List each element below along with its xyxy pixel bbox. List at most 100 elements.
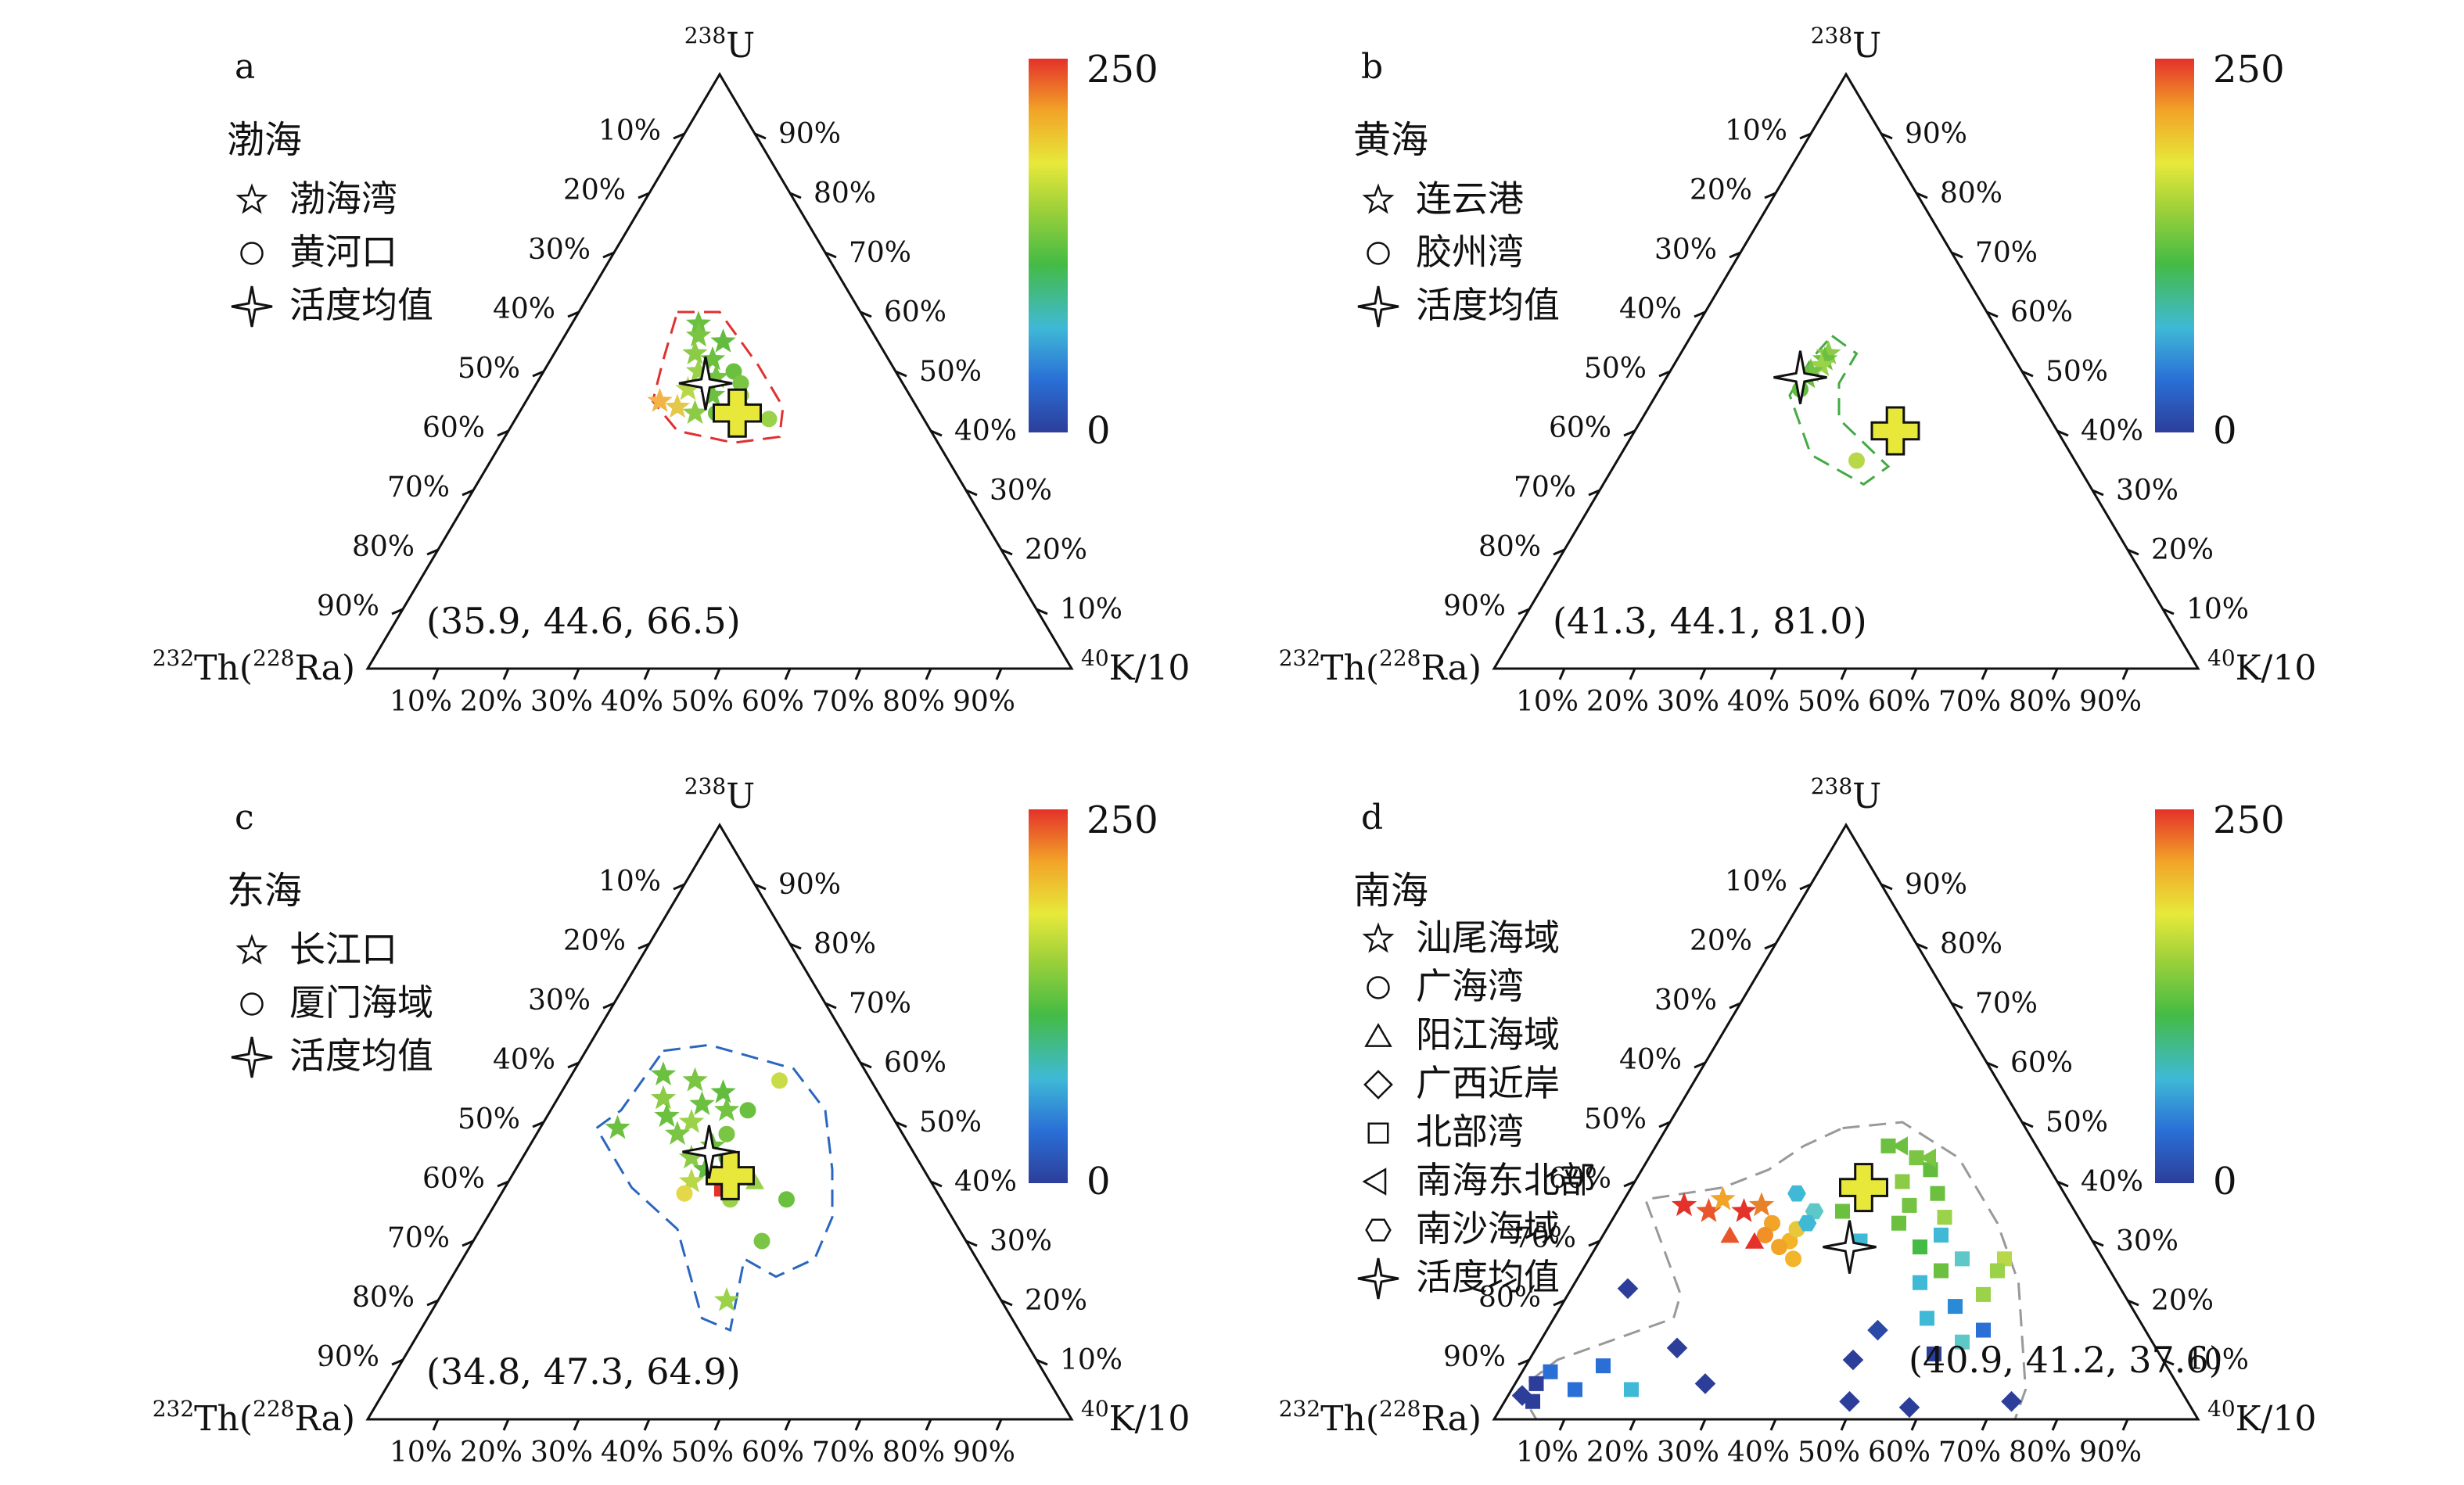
tick-label-bottom: 30% — [530, 686, 593, 718]
tick-mark — [1729, 251, 1741, 259]
tick-mark — [789, 192, 802, 199]
panel-label: b — [1361, 47, 1383, 87]
legend-marker-hexagon — [1365, 1218, 1392, 1242]
tick-label-bottom: 30% — [1657, 686, 1719, 718]
tick-label-left: 80% — [1478, 1282, 1541, 1314]
tick-mark — [643, 668, 651, 680]
tick-label-bottom: 80% — [2009, 686, 2071, 718]
panel-label: c — [235, 798, 254, 838]
data-point-diamond — [1511, 1385, 1533, 1406]
mean-cross-marker — [1870, 406, 1920, 456]
tick-mark — [638, 192, 650, 199]
tick-label-right: 70% — [1975, 237, 2038, 269]
data-point-star — [654, 1103, 680, 1128]
tick-label-right: 10% — [2186, 594, 2249, 626]
tick-mark — [713, 1419, 721, 1431]
tick-label-bottom: 50% — [671, 1437, 734, 1469]
tick-label-right: 90% — [1905, 869, 1967, 901]
colorbar — [1029, 59, 1068, 432]
ternary-panel-c: 10%10%10%20%20%20%30%30%30%40%40%40%50% 5… — [153, 773, 1191, 1469]
tick-mark — [673, 132, 685, 140]
ternary-panel-d: 10%10%10%20%20%20%30%30%30%40%40%40%50% 5… — [1279, 773, 2317, 1469]
tick-label-left: 90% — [317, 590, 379, 622]
data-point-circle — [1771, 1239, 1787, 1256]
legend-marker-star — [235, 183, 268, 214]
data-point-star — [1816, 340, 1841, 364]
data-point-square — [1528, 1376, 1544, 1391]
tick-mark — [930, 429, 943, 437]
tick-mark — [2021, 370, 2034, 378]
tick-mark — [1558, 668, 1566, 680]
tick-label-right: 10% — [1060, 594, 1122, 626]
tick-mark — [965, 489, 978, 497]
legend-marker-star — [1362, 183, 1395, 214]
tick-mark — [1694, 310, 1706, 318]
tick-mark — [1699, 668, 1707, 680]
data-point-square — [1623, 1382, 1640, 1397]
tick-mark — [2092, 489, 2104, 497]
tick-label-bottom: 10% — [1516, 1437, 1579, 1469]
tick-label-left: 30% — [528, 985, 591, 1017]
tick-mark — [426, 1299, 439, 1307]
tick-mark — [502, 1419, 510, 1431]
data-point-star — [699, 382, 726, 407]
envelope-outline — [594, 1043, 834, 1333]
data-point-diamond — [1867, 1319, 1888, 1341]
tick-label-left: 90% — [1443, 1341, 1506, 1373]
tick-mark — [925, 1419, 932, 1431]
tick-mark — [1910, 1419, 1918, 1431]
legend-label: 阳江海域 — [1416, 1013, 1560, 1056]
data-point-star — [1812, 346, 1838, 371]
tick-label-left: 70% — [387, 472, 450, 504]
data-point-square — [1834, 1203, 1851, 1219]
data-point-star — [678, 1109, 705, 1133]
tick-mark — [1769, 1419, 1777, 1431]
data-point-circle — [1757, 1226, 1773, 1243]
colorbar-min-label: 0 — [1087, 1160, 1111, 1203]
mean-value-text: (40.9, 41.2, 37.6) — [1909, 1339, 2223, 1381]
tick-label-right: 80% — [1940, 178, 2002, 210]
tick-label-bottom: 80% — [882, 1437, 945, 1469]
tick-label-bottom: 90% — [2079, 1437, 2142, 1469]
tick-mark — [1916, 192, 1928, 199]
data-point-star — [682, 1067, 708, 1092]
tick-mark — [1558, 1419, 1566, 1431]
tick-label-right: 60% — [2010, 1047, 2073, 1079]
vertex-label-top: 238U — [684, 23, 756, 66]
tick-mark — [1553, 548, 1565, 556]
tick-mark — [638, 942, 650, 950]
panel-label: d — [1361, 798, 1383, 838]
data-point-star — [710, 1079, 736, 1103]
tick-mark — [1981, 1419, 1988, 1431]
colorbar-max-label: 250 — [1087, 798, 1158, 842]
data-point-diamond — [1842, 1349, 1864, 1371]
data-point-star — [1798, 358, 1824, 382]
data-point-square — [1543, 1364, 1558, 1379]
data-point-star — [605, 1114, 630, 1139]
tick-mark — [462, 1239, 474, 1247]
tick-label-bottom: 70% — [1938, 686, 2001, 718]
ternary-panel-a: 10%10%10%20%20%20%30%30%30%40%40%40%50% 5… — [153, 23, 1191, 718]
legend-marker-triangle-left — [1362, 1168, 1387, 1196]
tick-mark — [1518, 1358, 1530, 1366]
tick-label-bottom: 80% — [2009, 1437, 2071, 1469]
tick-label-left: 60% — [1549, 412, 1611, 444]
vertex-label-left: 232Th(228Ra) — [1279, 1396, 1482, 1439]
tick-mark — [754, 132, 767, 140]
mean-activity-marker — [678, 356, 733, 411]
tick-label-left: 10% — [1725, 115, 1787, 147]
data-point-square — [1891, 1215, 1907, 1231]
tick-mark — [895, 370, 907, 378]
tick-label-right: 30% — [2116, 1225, 2178, 1257]
tick-label-left: 70% — [1514, 1222, 1576, 1254]
data-point-star — [1671, 1192, 1697, 1217]
data-point-square — [1912, 1239, 1928, 1255]
tick-mark — [1764, 942, 1776, 950]
tick-label-left: 10% — [598, 115, 661, 147]
tick-label-left: 60% — [422, 1163, 485, 1195]
tick-label-left: 90% — [1443, 590, 1506, 622]
tick-mark — [1951, 251, 1963, 259]
legend-label: 连云港 — [1416, 178, 1524, 220]
